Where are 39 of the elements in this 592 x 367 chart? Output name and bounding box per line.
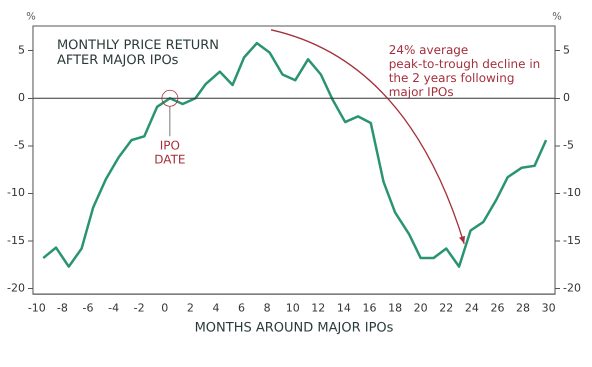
x-tick-label: -10: [28, 302, 46, 315]
x-tick-label: 12: [311, 302, 326, 315]
x-tick-label: 22: [439, 302, 454, 315]
y2-tick-label: -20: [563, 281, 581, 294]
y-tick-label: -20: [7, 281, 25, 294]
y2-tick-label: 0: [563, 91, 570, 104]
y-tick-label: -5: [14, 138, 25, 152]
y2-tick-label: -15: [563, 234, 581, 247]
y-tick-label: -10: [7, 186, 25, 200]
y-axis-title: %: [26, 12, 36, 23]
x-tick-label: 4: [212, 302, 220, 315]
y-tick-label: -15: [7, 234, 25, 247]
x-tick-label: -4: [108, 302, 120, 315]
y-tick-label: 0: [18, 91, 25, 104]
y-tick-label: 5: [18, 44, 25, 57]
x-tick-label: 14: [336, 302, 351, 315]
y2-tick-label: -5: [563, 138, 574, 152]
x-tick-label: -2: [134, 302, 145, 315]
x-tick-label: -6: [82, 302, 94, 315]
x-tick-label: 26: [490, 302, 504, 315]
annotation: 24% average peak-to-trough decline in the 2 years following major IPOs: [388, 43, 540, 100]
y2-tick-label: -10: [563, 186, 581, 200]
x-tick-label: 28: [516, 302, 530, 315]
x-tick-label: 2: [186, 302, 194, 315]
x-tick-label: 18: [388, 302, 402, 315]
x-axis-title: MONTHS AROUND MAJOR IPOs: [194, 320, 394, 336]
x-tick-label: 24: [464, 302, 479, 315]
x-tick-label: 0: [161, 302, 168, 315]
text: MONTHLY PRICE RETURN AFTER MAJOR IPOs: [56, 38, 220, 68]
x-tick-label: 30: [542, 302, 556, 315]
x-tick-label: 6: [238, 302, 246, 315]
x-tick-label: -8: [56, 302, 68, 315]
x-tick-label: 16: [362, 302, 376, 315]
x-tick-label: 10: [286, 302, 300, 315]
y2-tick-label: 5: [563, 44, 570, 57]
annotation: IPO DATE: [154, 138, 186, 166]
x-tick-label: 20: [414, 302, 428, 315]
x-tick-label: 8: [264, 302, 271, 315]
y2-axis-title: %: [552, 12, 562, 23]
